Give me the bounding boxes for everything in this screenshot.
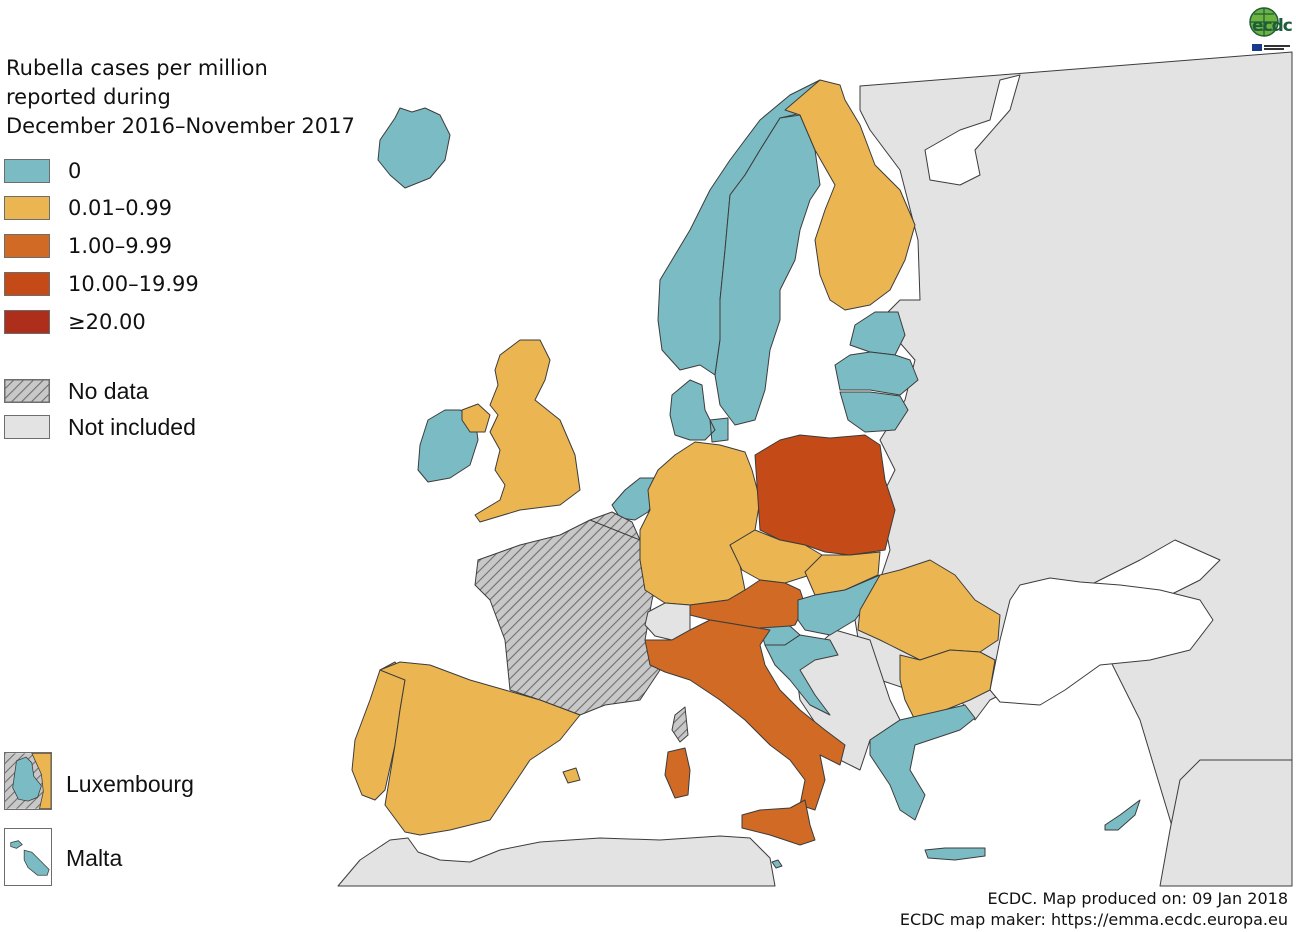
legend-label: 0.01–0.99 <box>68 196 173 220</box>
legend-item-4: ≥20.00 <box>4 308 146 336</box>
legend-item-2: 1.00–9.99 <box>4 232 172 260</box>
country-croatia[interactable] <box>764 634 839 716</box>
country-sweden[interactable] <box>714 114 821 426</box>
inset-malta <box>4 828 52 886</box>
footer-produced-on: ECDC. Map produced on: 09 Jan 2018 <box>987 889 1288 908</box>
legend-title-line-3: December 2016–November 2017 <box>6 114 355 138</box>
legend-label: ≥20.00 <box>68 310 146 334</box>
country-bulgaria[interactable] <box>899 649 996 721</box>
legend-label: Not included <box>68 413 196 440</box>
white-sea <box>924 74 1021 186</box>
country-united-kingdom[interactable] <box>461 339 581 523</box>
legend-swatch-3 <box>4 272 50 296</box>
inset-label-malta: Malta <box>66 845 123 871</box>
legend-label: 10.00–19.99 <box>68 272 199 296</box>
inset-luxembourg <box>4 752 52 810</box>
legend-swatch-hatch <box>4 379 50 403</box>
legend-item-0: 0 <box>4 157 81 185</box>
legend-swatch-4 <box>4 310 50 334</box>
legend-title: Rubella cases per million reported durin… <box>6 54 355 141</box>
inset-label-luxembourg: Luxembourg <box>66 771 194 797</box>
ecdc-globe-logo-icon <box>1249 7 1290 51</box>
legend-label: 0 <box>68 159 82 183</box>
country-poland[interactable] <box>754 434 896 556</box>
country-finland[interactable] <box>784 79 916 311</box>
legend-label: 1.00–9.99 <box>68 234 173 258</box>
legend-item-3: 10.00–19.99 <box>4 270 199 298</box>
black-sea <box>989 577 1214 706</box>
country-italy[interactable] <box>644 619 846 811</box>
legend-swatch-2 <box>4 234 50 258</box>
footer-map-maker: ECDC map maker: https://emma.ecdc.europa… <box>899 910 1288 929</box>
country-greece-crete[interactable] <box>924 847 986 861</box>
legend-title-line-1: Rubella cases per million <box>6 56 268 80</box>
north-africa <box>337 835 776 887</box>
country-iceland[interactable] <box>377 107 451 189</box>
country-italy-sicily[interactable] <box>741 799 816 846</box>
country-ireland[interactable] <box>417 409 479 483</box>
country-denmark[interactable] <box>669 379 729 443</box>
middle-east <box>1159 759 1293 887</box>
legend-swatch-1 <box>4 196 50 220</box>
country-france[interactable] <box>474 519 661 716</box>
country-cyprus[interactable] <box>1104 799 1141 831</box>
country-lithuania[interactable] <box>839 391 909 433</box>
legend-swatch-not-included <box>4 415 50 439</box>
legend-item-not-included: Not included <box>4 413 196 441</box>
country-spain[interactable] <box>379 661 581 836</box>
country-germany[interactable] <box>639 441 761 606</box>
legend-swatch-0 <box>4 159 50 183</box>
ecdc-logo-text: ecdc <box>1252 16 1293 36</box>
country-italy-sardinia[interactable] <box>664 747 691 799</box>
legend-label: No data <box>68 377 149 404</box>
country-malta[interactable] <box>771 859 783 869</box>
country-latvia[interactable] <box>834 351 919 396</box>
country-greece[interactable] <box>869 704 976 821</box>
legend-item-1: 0.01–0.99 <box>4 194 172 222</box>
country-estonia[interactable] <box>849 311 906 356</box>
country-france-corsica[interactable] <box>671 706 689 743</box>
legend-title-line-2: reported during <box>6 85 171 109</box>
country-spain-balearics[interactable] <box>562 767 581 784</box>
legend-item-no-data: No data <box>4 377 149 405</box>
